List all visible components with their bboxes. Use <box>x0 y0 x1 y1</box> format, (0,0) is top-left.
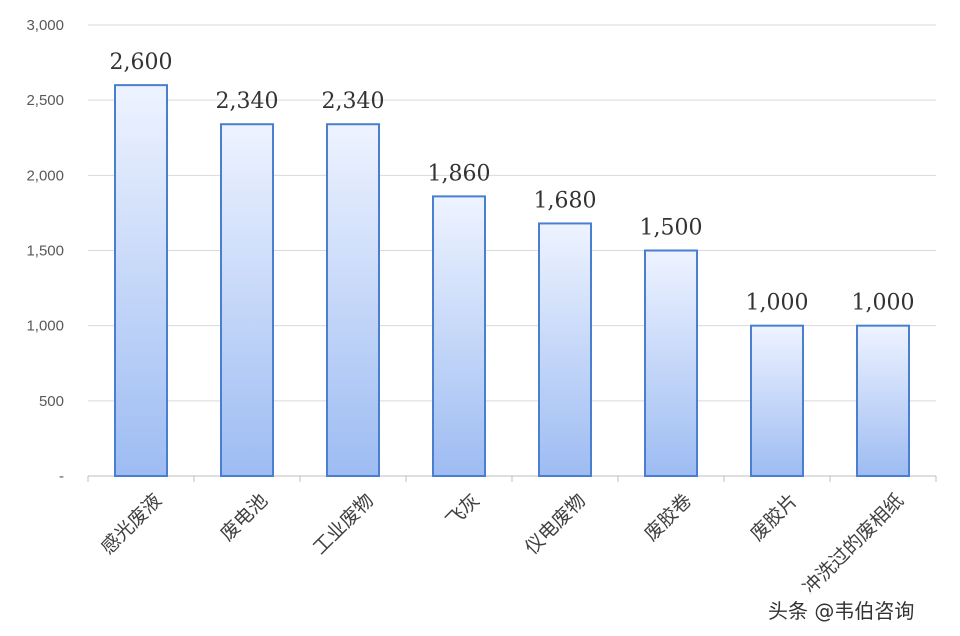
watermark-text: 头条 @韦伯咨询 <box>768 599 914 623</box>
bar-value-label: 1,000 <box>852 291 915 316</box>
y-tick-label: 2,000 <box>26 167 64 184</box>
x-tick-label: 飞灰 <box>442 490 484 532</box>
x-tick-label: 废电池 <box>216 490 272 546</box>
bar-value-label: 2,340 <box>216 89 279 114</box>
bar <box>856 324 910 477</box>
y-tick-label: 1,000 <box>26 318 64 335</box>
x-tick-label: 仪电废物 <box>521 490 590 559</box>
bar-value-label: 1,680 <box>534 188 597 213</box>
bar <box>750 324 804 477</box>
bar-value-label: 2,340 <box>322 89 385 114</box>
bar-value-label: 1,860 <box>428 161 491 186</box>
bar <box>432 195 486 477</box>
bars <box>114 84 910 477</box>
bar-value-label: 2,600 <box>110 50 173 75</box>
y-axis-ticks: - 500 1,000 1,500 2,000 2,500 3,000 <box>26 17 64 485</box>
x-tick-label: 工业废物 <box>309 490 378 559</box>
y-tick-label: 1,500 <box>26 243 64 260</box>
y-tick-label: 2,500 <box>26 92 64 109</box>
bar <box>114 84 168 477</box>
data-labels: 2,600 2,340 2,340 1,860 1,680 1,500 1,000 1,000 <box>110 50 915 316</box>
x-tick-label: 感光废液 <box>97 490 166 559</box>
y-tick-label: - <box>59 468 64 485</box>
x-tick-label: 废胶片 <box>746 490 802 546</box>
x-tick-label: 废胶卷 <box>640 490 696 546</box>
x-tick-label: 冲洗过的废相纸 <box>799 490 909 600</box>
y-tick-label: 500 <box>39 393 64 410</box>
y-tick-label: 3,000 <box>26 17 64 34</box>
bar <box>326 123 380 477</box>
bar <box>538 222 592 477</box>
bar-value-label: 1,000 <box>746 291 809 316</box>
bar <box>644 249 698 477</box>
bar <box>220 123 274 477</box>
watermark: 头条 @韦伯咨询 <box>758 592 954 628</box>
bar-value-label: 1,500 <box>640 216 703 241</box>
